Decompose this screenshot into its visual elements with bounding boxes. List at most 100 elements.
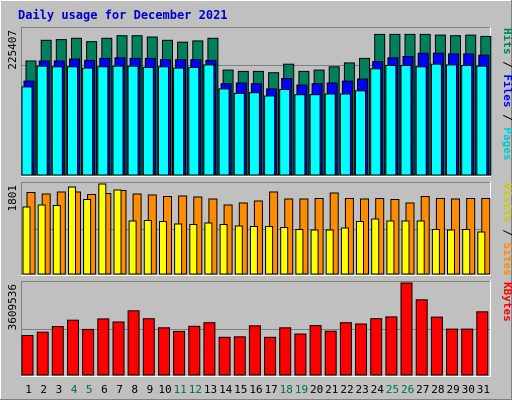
bar-kbytes-day-4 — [67, 319, 79, 376]
x-tick-label-day-26: 26 — [401, 383, 414, 396]
x-tick-label-day-20: 20 — [310, 383, 323, 396]
x-tick-label-day-23: 23 — [355, 383, 368, 396]
bar-visits-day-2 — [37, 204, 46, 275]
chart-title: Daily usage for December 2021 — [18, 8, 228, 22]
bar-kbytes-day-2 — [36, 331, 49, 376]
x-tick-label-day-27: 27 — [416, 383, 429, 396]
bar-visits-day-26 — [401, 220, 410, 275]
x-tick-label-day-17: 17 — [265, 383, 278, 396]
x-tick-label-day-21: 21 — [325, 383, 338, 396]
bar-pages-day-6 — [97, 66, 109, 176]
bar-kbytes-day-24 — [370, 318, 383, 376]
bar-kbytes-day-28 — [430, 316, 443, 376]
bar-pages-day-19 — [294, 94, 306, 176]
bar-kbytes-day-15 — [233, 336, 246, 376]
legend-entry: Pages — [501, 127, 512, 160]
bar-kbytes-day-25 — [385, 316, 398, 376]
x-tick-label-day-24: 24 — [371, 383, 385, 396]
legend-entry: Sites — [501, 243, 512, 276]
x-tick-label-day-10: 10 — [158, 383, 171, 396]
x-tick-label-day-3: 3 — [56, 383, 63, 396]
bar-pages-day-26 — [400, 65, 412, 176]
bar-visits-day-19 — [295, 229, 304, 275]
legend-entry: Visits — [501, 183, 512, 223]
bar-kbytes-day-19 — [294, 333, 307, 376]
bar-pages-day-17 — [264, 95, 276, 176]
bar-pages-day-27 — [415, 66, 427, 176]
bar-kbytes-day-16 — [248, 325, 261, 376]
bar-kbytes-day-6 — [97, 318, 110, 376]
bar-visits-day-14 — [219, 224, 228, 275]
x-tick-label-day-15: 15 — [234, 383, 247, 396]
bar-visits-day-10 — [159, 221, 167, 275]
x-tick-label-day-25: 25 — [386, 383, 399, 396]
bar-visits-day-28 — [431, 229, 440, 275]
bar-visits-day-31 — [477, 231, 486, 275]
bar-visits-day-30 — [462, 229, 471, 275]
bar-pages-day-24 — [370, 68, 382, 176]
bar-kbytes-day-10 — [158, 327, 170, 376]
legend-entry: KBytes — [501, 282, 512, 322]
legend-entry: / — [501, 108, 512, 128]
bar-kbytes-day-22 — [339, 322, 352, 376]
bar-visits-day-5 — [83, 199, 92, 275]
bar-pages-day-25 — [385, 65, 397, 176]
legend-hits_files_pages: Hits / Files / Pages — [501, 28, 512, 161]
bar-pages-day-10 — [158, 66, 169, 176]
x-tick-label-day-16: 16 — [249, 383, 262, 396]
bar-kbytes-day-13 — [203, 322, 216, 376]
bar-pages-day-12 — [188, 67, 200, 176]
bar-visits-day-27 — [416, 220, 425, 275]
bar-pages-day-15 — [233, 92, 245, 176]
x-tick-label-day-8: 8 — [131, 383, 138, 396]
bar-kbytes-day-18 — [279, 327, 292, 376]
y-max-label: 3609536 — [6, 284, 19, 330]
x-tick-label-day-30: 30 — [462, 383, 475, 396]
bar-visits-day-16 — [249, 226, 258, 275]
bar-visits-day-17 — [265, 226, 274, 275]
bar-kbytes-day-20 — [309, 325, 322, 376]
x-tick-label-day-22: 22 — [340, 383, 353, 396]
y-max-label: 1801 — [6, 185, 19, 212]
bar-visits-day-23 — [356, 221, 364, 275]
bar-kbytes-day-17 — [264, 336, 277, 376]
bar-pages-day-2 — [36, 65, 48, 176]
x-tick-label-day-29: 29 — [446, 383, 459, 396]
bar-visits-day-20 — [310, 229, 319, 275]
bar-visits-day-29 — [447, 229, 455, 275]
bar-pages-day-14 — [218, 88, 230, 176]
bar-visits-day-11 — [174, 223, 183, 275]
x-tick-label-day-12: 12 — [189, 383, 202, 396]
bar-visits-day-15 — [234, 225, 243, 275]
bar-visits-day-21 — [325, 229, 334, 275]
bar-kbytes-day-29 — [446, 328, 458, 376]
bar-pages-day-20 — [309, 94, 321, 176]
x-tick-label-day-7: 7 — [116, 383, 123, 396]
bar-kbytes-day-14 — [218, 336, 231, 376]
bar-kbytes-day-30 — [461, 328, 474, 376]
bar-visits-day-3 — [52, 205, 61, 275]
bar-pages-day-11 — [173, 67, 185, 176]
bar-pages-day-16 — [248, 92, 260, 176]
legend-entry: / — [501, 223, 512, 243]
x-tick-label-day-6: 6 — [101, 383, 108, 396]
bar-visits-day-22 — [340, 227, 349, 275]
x-tick-label-day-5: 5 — [86, 383, 93, 396]
bar-kbytes-day-1 — [21, 335, 34, 376]
bar-pages-day-31 — [476, 65, 488, 176]
x-tick-label-day-19: 19 — [295, 383, 308, 396]
bar-kbytes-day-5 — [82, 328, 95, 376]
bar-pages-day-5 — [82, 67, 94, 176]
bar-visits-day-6 — [98, 183, 107, 275]
x-tick-label-day-13: 13 — [204, 383, 217, 396]
legend-visits_sites: Visits / Sites — [501, 183, 512, 276]
bar-kbytes-day-12 — [188, 325, 201, 376]
bar-kbytes-day-23 — [355, 323, 367, 376]
bar-pages-day-9 — [142, 67, 154, 176]
bar-kbytes-day-11 — [173, 330, 186, 376]
bar-pages-day-1 — [21, 86, 33, 176]
bar-visits-day-12 — [189, 224, 198, 275]
bar-kbytes-day-27 — [415, 299, 428, 376]
x-tick-label-day-18: 18 — [280, 383, 293, 396]
